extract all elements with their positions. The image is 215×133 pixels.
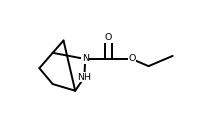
- Text: O: O: [128, 55, 135, 63]
- Text: O: O: [105, 33, 112, 42]
- Text: NH: NH: [77, 73, 91, 82]
- Text: N: N: [82, 55, 89, 63]
